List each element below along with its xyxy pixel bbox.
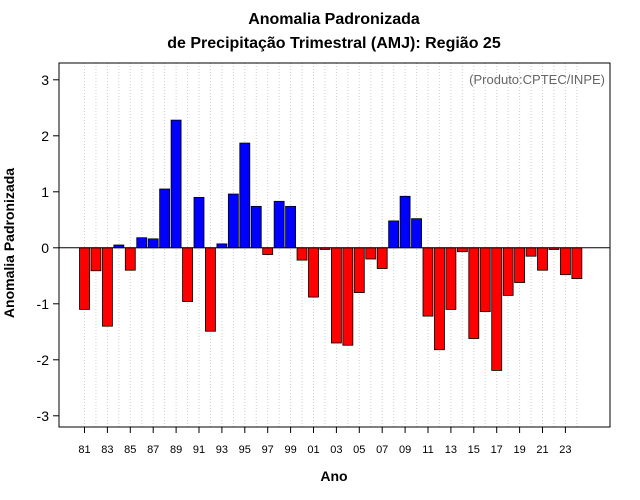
chart-title-line2: de Precipitação Trimestral (AMJ): Região… bbox=[167, 35, 501, 52]
x-tick-label: 89 bbox=[170, 444, 182, 456]
x-tick-label: 01 bbox=[307, 444, 319, 456]
bar bbox=[136, 237, 148, 249]
y-axis: 3 2 1 0 -1 -2 -3 bbox=[37, 72, 59, 424]
bar bbox=[124, 247, 136, 271]
y-tick-label: -2 bbox=[37, 352, 50, 368]
chart-title-line1: Anomalia Padronizada bbox=[248, 11, 420, 28]
bar bbox=[560, 247, 571, 276]
bar bbox=[273, 200, 285, 249]
plot-area-frame bbox=[58, 62, 611, 428]
bar bbox=[79, 247, 90, 310]
bar bbox=[159, 188, 171, 249]
x-tick-label: 87 bbox=[147, 444, 159, 456]
bar bbox=[468, 247, 480, 339]
y-tick-label: 3 bbox=[41, 72, 49, 88]
bar bbox=[456, 247, 468, 253]
bar bbox=[571, 247, 583, 280]
bar bbox=[205, 247, 216, 332]
x-tick-label: 91 bbox=[193, 444, 205, 456]
x-tick-label: 19 bbox=[513, 444, 525, 456]
x-tick-label: 03 bbox=[330, 444, 342, 456]
y-tick-label: 1 bbox=[41, 184, 49, 200]
x-tick-label: 95 bbox=[239, 444, 251, 456]
x-tick-label: 07 bbox=[376, 444, 388, 456]
x-tick-label: 21 bbox=[536, 444, 548, 456]
bar bbox=[502, 247, 514, 296]
bar bbox=[308, 247, 319, 298]
bar bbox=[250, 205, 262, 249]
bar bbox=[90, 247, 102, 272]
bar bbox=[170, 119, 182, 249]
x-axis-label: Ano bbox=[320, 468, 347, 484]
y-tick-label: 0 bbox=[41, 240, 49, 256]
bar bbox=[479, 247, 491, 313]
x-tick-label: 15 bbox=[468, 444, 480, 456]
bar bbox=[537, 247, 548, 271]
x-tick-label: 09 bbox=[399, 444, 411, 456]
x-axis: 81 83 85 87 89 91 93 95 97 99 01 03 05 07 09 11 13 15 17 19… bbox=[78, 427, 572, 456]
bar bbox=[388, 220, 400, 249]
bar bbox=[376, 247, 388, 269]
bar bbox=[182, 247, 193, 302]
y-tick-label: 2 bbox=[41, 128, 49, 144]
x-tick-label: 05 bbox=[353, 444, 365, 456]
bar bbox=[514, 247, 525, 283]
bar bbox=[102, 247, 113, 327]
x-tick-label: 97 bbox=[262, 444, 274, 456]
bar bbox=[491, 247, 503, 371]
bar bbox=[342, 247, 354, 346]
x-tick-label: 23 bbox=[559, 444, 571, 456]
x-tick-label: 81 bbox=[78, 444, 90, 456]
credit-label: (Produto:CPTEC/INPE) bbox=[469, 72, 605, 87]
bar bbox=[365, 247, 377, 260]
x-tick-label: 83 bbox=[101, 444, 113, 456]
bar bbox=[216, 243, 228, 249]
x-tick-label: 11 bbox=[422, 444, 433, 456]
bar bbox=[411, 218, 422, 249]
x-tick-label: 13 bbox=[445, 444, 457, 456]
x-tick-label: 93 bbox=[216, 444, 228, 456]
bar bbox=[296, 247, 308, 261]
x-tick-label: 17 bbox=[491, 444, 503, 456]
bar bbox=[262, 247, 274, 255]
y-axis-label: Anomalia Padronizada bbox=[1, 168, 17, 318]
bar bbox=[227, 193, 239, 249]
bar bbox=[239, 142, 251, 249]
bar bbox=[525, 247, 537, 257]
bar bbox=[434, 247, 445, 351]
bar bbox=[445, 247, 457, 310]
x-tick-label: 99 bbox=[284, 444, 296, 456]
bar bbox=[399, 195, 411, 249]
y-tick-label: -3 bbox=[37, 408, 50, 424]
bar bbox=[330, 247, 342, 344]
bar bbox=[193, 196, 205, 249]
bar bbox=[422, 247, 434, 317]
bar bbox=[147, 238, 159, 249]
y-tick-label: -1 bbox=[37, 296, 50, 312]
bars bbox=[79, 119, 583, 371]
bar bbox=[353, 247, 365, 294]
bar bbox=[285, 205, 297, 249]
x-tick-label: 85 bbox=[124, 444, 136, 456]
